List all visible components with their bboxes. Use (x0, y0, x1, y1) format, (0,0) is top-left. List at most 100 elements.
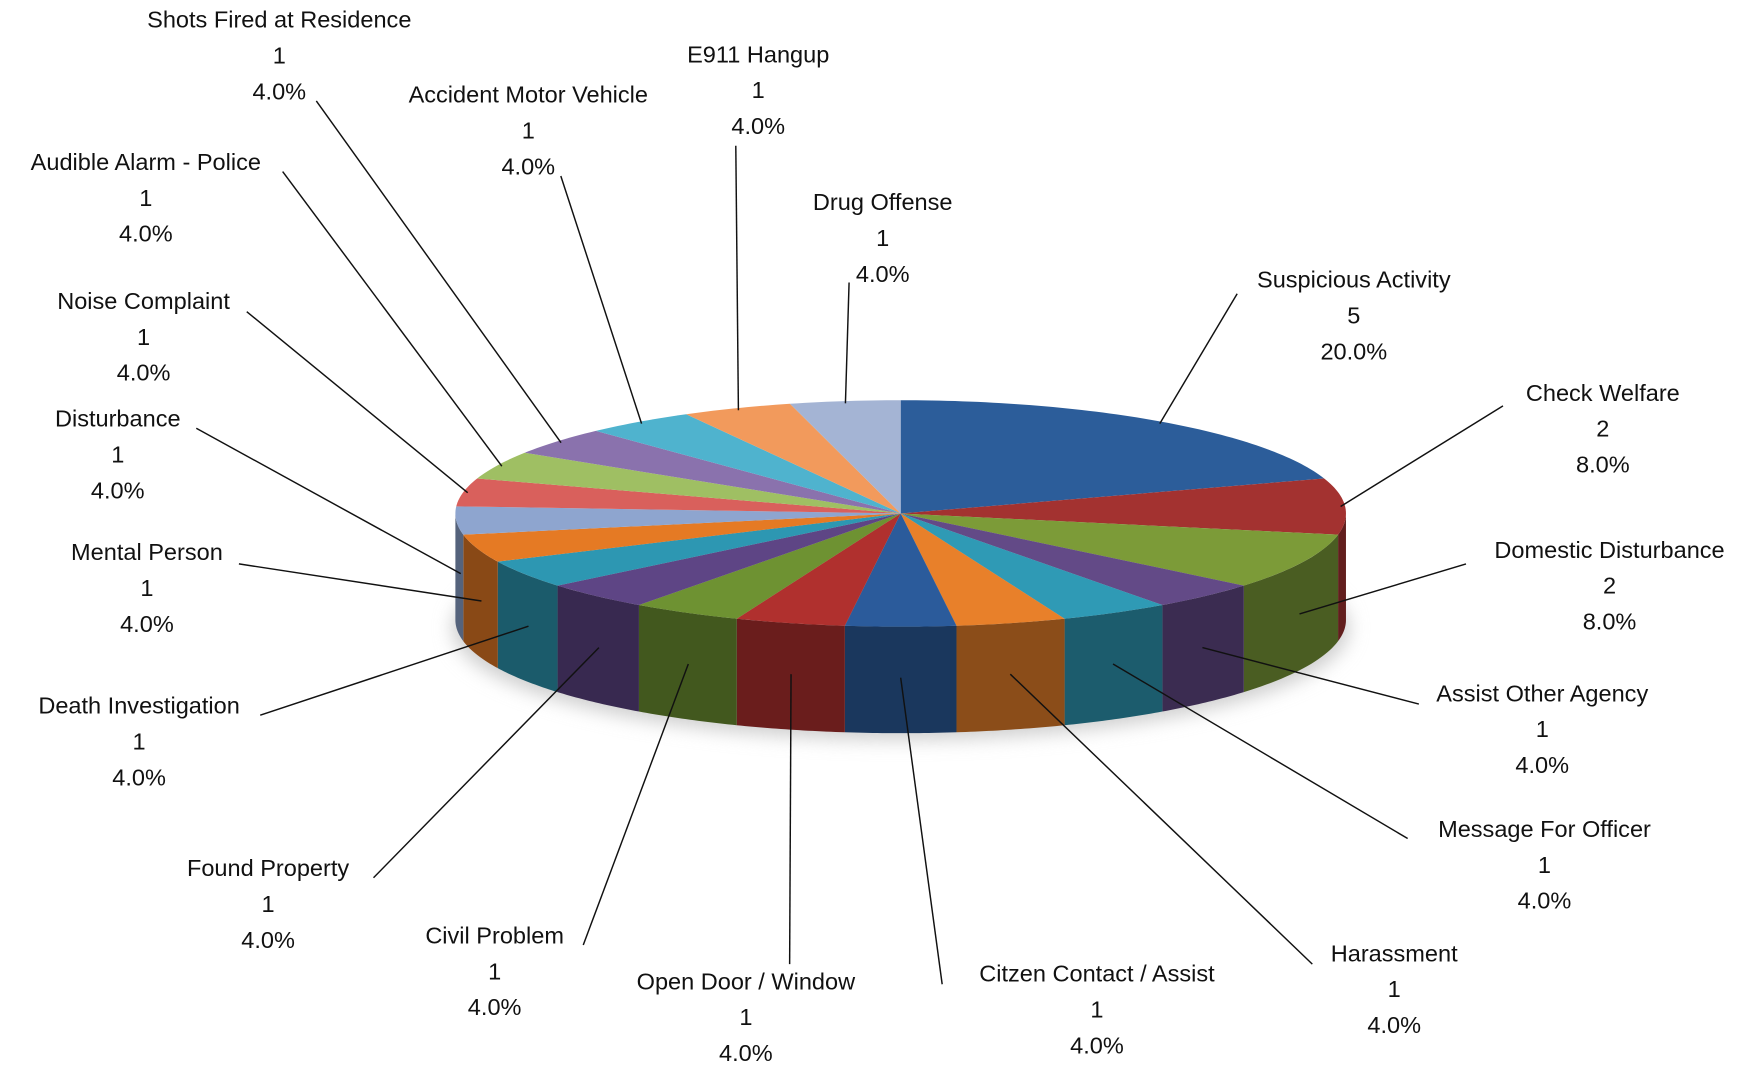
value-label: 1 (273, 42, 286, 68)
category-label: Found Property (187, 855, 349, 881)
slice (497, 513, 901, 586)
leader-line (899, 677, 943, 985)
category-label: Accident Motor Vehicle (409, 82, 648, 108)
slice (900, 478, 1346, 535)
leader-line (788, 674, 792, 965)
slice (736, 513, 901, 626)
category-label: Harassment (1331, 940, 1458, 966)
leader-line (195, 427, 462, 575)
category-label: Disturbance (55, 406, 181, 432)
percent-label: 4.0% (856, 261, 910, 287)
leader-line (259, 625, 529, 716)
value-label: 1 (1536, 716, 1549, 742)
slice (456, 478, 901, 514)
category-label: Assist Other Agency (1436, 680, 1648, 706)
value-label: 2 (1596, 416, 1609, 442)
percent-label: 8.0% (1583, 609, 1637, 635)
leader-line (238, 563, 482, 602)
leader-line (372, 647, 600, 879)
percent-label: 4.0% (117, 360, 171, 386)
value-label: 1 (137, 324, 150, 350)
leader-line (1202, 646, 1420, 705)
percent-label: 4.0% (468, 994, 522, 1020)
category-label: Domestic Disturbance (1494, 537, 1724, 563)
slice (844, 513, 957, 627)
value-label: 1 (262, 891, 275, 917)
slice (455, 506, 901, 535)
leader-line (735, 145, 740, 411)
value-label: 1 (111, 441, 124, 467)
category-label: Mental Person (71, 539, 223, 565)
percent-label: 4.0% (252, 78, 306, 104)
leader-line (1159, 293, 1238, 425)
slice (900, 513, 1244, 606)
percent-label: 8.0% (1576, 452, 1630, 478)
percent-label: 4.0% (112, 764, 166, 790)
category-label: Shots Fired at Residence (147, 7, 411, 33)
slice-side (1338, 513, 1346, 642)
category-label: Message For Officer (1438, 816, 1651, 842)
percent-label: 4.0% (119, 221, 173, 247)
leader-line (282, 171, 503, 467)
value-label: 2 (1603, 573, 1616, 599)
leader-line (844, 282, 850, 404)
slice (900, 513, 1065, 626)
leader-line (560, 175, 643, 424)
value-label: 1 (876, 225, 889, 251)
slice (557, 513, 901, 606)
category-label: Civil Problem (425, 922, 564, 948)
leader-line (1112, 663, 1409, 840)
value-label: 5 (1347, 302, 1360, 328)
slice-side (1064, 605, 1163, 726)
value-label: 1 (1538, 852, 1551, 878)
value-label: 1 (522, 118, 535, 144)
value-label: 1 (140, 575, 153, 601)
value-label: 1 (139, 185, 152, 211)
value-label: 1 (1388, 976, 1401, 1002)
leader-line (1009, 673, 1313, 965)
percent-label: 4.0% (1515, 752, 1569, 778)
category-label: Check Welfare (1526, 380, 1680, 406)
slice-side (1162, 585, 1244, 712)
percent-label: 4.0% (719, 1040, 773, 1065)
value-label: 1 (752, 77, 765, 103)
percent-label: 4.0% (120, 611, 174, 637)
slice (900, 400, 1325, 514)
category-label: Citzen Contact / Assist (979, 961, 1215, 987)
percent-label: 4.0% (1367, 1012, 1421, 1038)
category-label: E911 Hangup (687, 41, 829, 67)
percent-label: 4.0% (91, 477, 145, 503)
category-label: Death Investigation (38, 693, 240, 719)
value-label: 1 (133, 728, 146, 754)
slice (463, 513, 901, 562)
slice-side (956, 618, 1065, 733)
leader-line (246, 311, 469, 494)
slice (638, 513, 901, 619)
leader-line (1340, 405, 1504, 508)
slice (524, 430, 901, 514)
category-label: Suspicious Activity (1257, 267, 1451, 293)
value-label: 1 (488, 958, 501, 984)
leader-line (1299, 563, 1467, 615)
value-label: 1 (1090, 996, 1103, 1022)
category-label: Audible Alarm - Police (31, 149, 261, 175)
percent-label: 4.0% (1070, 1032, 1124, 1058)
leader-line (582, 663, 690, 946)
category-label: Drug Offense (813, 189, 953, 215)
leader-line (315, 100, 562, 444)
value-label: 1 (739, 1004, 752, 1030)
category-label: Noise Complaint (57, 288, 230, 314)
slice (789, 400, 901, 514)
slice (900, 513, 1163, 619)
percent-label: 4.0% (731, 113, 785, 139)
slice-side (455, 513, 464, 642)
percent-label: 4.0% (241, 927, 295, 953)
percent-label: 4.0% (1518, 888, 1572, 914)
slice-side (1243, 534, 1339, 693)
slice (595, 414, 901, 514)
percent-label: 20.0% (1320, 338, 1387, 364)
slice (900, 513, 1339, 586)
slice (686, 403, 901, 514)
percent-label: 4.0% (501, 153, 555, 179)
